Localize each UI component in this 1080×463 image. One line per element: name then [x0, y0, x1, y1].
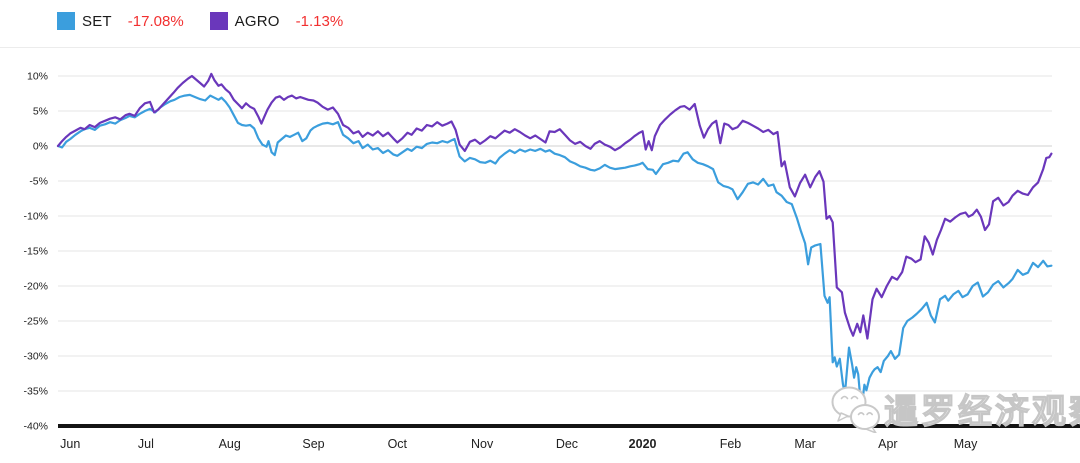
agro-series-change: -1.13%: [295, 12, 344, 30]
y-axis-tick-label: 10%: [27, 71, 48, 83]
agro-series-line: [56, 72, 1053, 340]
set-series-swatch: [57, 12, 75, 30]
x-axis-tick-label: Feb: [720, 437, 742, 451]
y-axis-tick-label: -25%: [23, 316, 48, 328]
set-series-label: SET: [82, 12, 112, 30]
agro-series-label: AGRO: [234, 12, 280, 30]
watermark: 暹罗经济观察: [830, 384, 1080, 433]
y-axis-tick-label: -10%: [23, 211, 48, 223]
y-axis-tick-label: 0%: [33, 141, 48, 153]
legend-item-agro[interactable]: AGRO -1.13%: [209, 12, 344, 30]
x-axis-tick-label: Oct: [388, 437, 408, 451]
x-axis-tick-label: 2020: [629, 437, 657, 451]
legend-divider: [0, 47, 1080, 48]
y-axis-tick-label: -20%: [23, 281, 48, 293]
x-axis-tick-label: Dec: [556, 437, 578, 451]
x-axis-tick-label: Aug: [219, 437, 241, 451]
wechat-icon: [831, 386, 880, 433]
y-axis-tick-label: -30%: [23, 351, 48, 363]
x-axis-tick-label: Nov: [471, 437, 494, 451]
x-axis-tick-label: Jul: [138, 437, 154, 451]
y-axis-tick-label: -40%: [23, 421, 48, 433]
x-axis-tick-label: Jun: [60, 437, 80, 451]
set-series-change: -17.08%: [127, 12, 184, 30]
y-axis-tick-label: -35%: [23, 386, 48, 398]
y-axis-tick-label: 5%: [33, 106, 48, 118]
y-axis-tick-label: -15%: [23, 246, 48, 258]
agro-series-swatch: [209, 12, 228, 30]
watermark-text: 暹罗经济观察: [883, 392, 1080, 431]
y-axis-tick-label: -5%: [29, 176, 48, 188]
x-axis-line: [58, 424, 1080, 428]
x-axis-tick-label: Sep: [302, 437, 324, 451]
legend-item-set[interactable]: SET -17.08%: [57, 12, 184, 30]
x-axis-tick-label: Mar: [794, 437, 816, 451]
chart-legend: SET -17.08% AGRO -1.13%: [57, 12, 343, 30]
set-series-line: [56, 93, 1053, 404]
x-axis-tick-label: Apr: [878, 437, 897, 451]
x-axis-tick-label: May: [954, 437, 978, 451]
